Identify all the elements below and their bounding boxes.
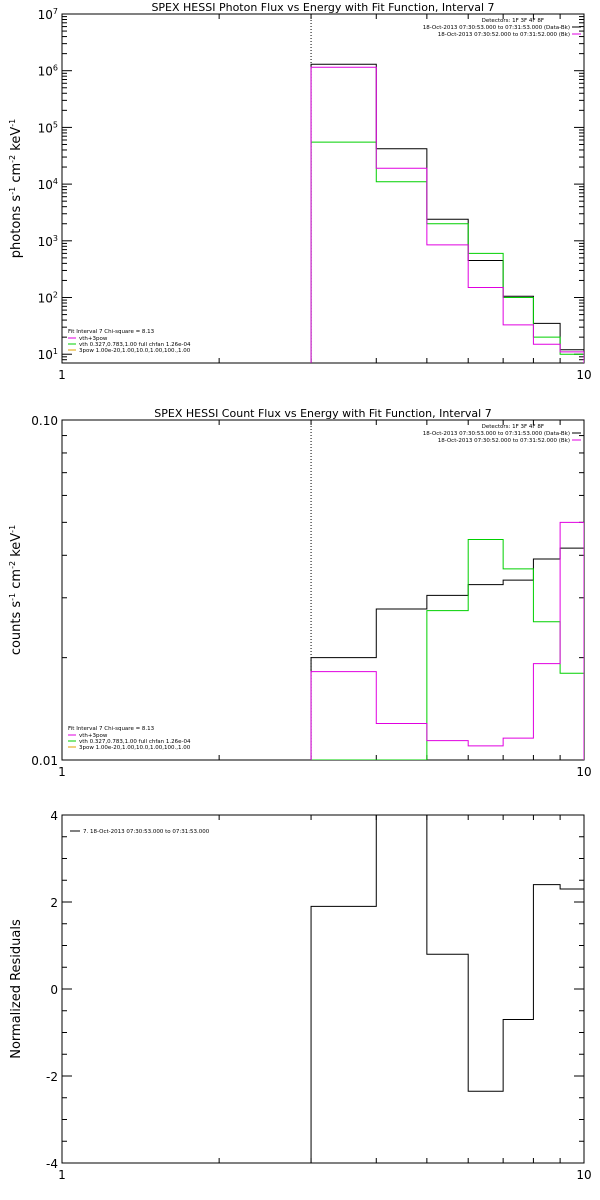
series-line-black [310,547,584,760]
plot-frame [61,419,585,761]
legend-entry: 18-Oct-2013 07:30:53.000 to 07:31:53.000… [423,25,570,31]
chart-title: SPEX HESSI Count Flux vs Energy with Fit… [154,407,491,420]
x-tick-label: 1 [58,1168,66,1182]
y-tick-label: 101​ [38,347,58,362]
y-tick-label: -4 [46,1157,58,1171]
y-tick-label: 102​ [38,291,58,306]
legend-entry: 7. 18-Oct-2013 07:30:53.000 to 07:31:53.… [83,829,210,835]
legend-header: Detectors: 1F 3F 4F 8F [482,424,544,430]
series-line-magenta [310,66,584,363]
y-axis-label: counts s-1​ cm-2​ keV-1​ [8,525,24,655]
y-tick-label: 0.01 [31,754,58,768]
x-tick-label: 10 [576,1168,591,1182]
legend-entry: vth 0.327,0.783,1.00 full chfan 1.26e-04 [79,342,191,348]
y-tick-label: 106​ [38,64,58,79]
legend-entry: 18-Oct-2013 07:30:52.000 to 07:31:52.000… [438,32,570,38]
series-line-magenta [310,521,584,760]
chart-title: SPEX HESSI Photon Flux vs Energy with Fi… [151,1,494,14]
y-axis-label: photons s-1​ cm-2​ keV-1​ [8,119,24,258]
x-tick-label: 1 [58,368,66,382]
series-line-green [311,539,584,760]
series-line-green [310,141,584,363]
series-line-black [310,63,584,363]
x-tick-label: 10 [576,765,591,779]
x-tick-label: 10 [576,368,591,382]
y-tick-label: 105​ [38,120,58,135]
y-tick-label: 4 [50,809,58,823]
plot-frame [61,13,585,364]
legend-header: Fit Interval 7 Chi-square = 8.13 [68,726,155,732]
legend-entry: vth 0.327,0.783,1.00 full chfan 1.26e-04 [79,739,191,745]
y-tick-label: 2 [50,896,58,910]
y-tick-label: -2 [46,1070,58,1084]
y-tick-label: 104​ [38,177,58,192]
y-tick-label: 107​ [38,7,58,22]
y-tick-label: 0.10 [31,414,58,428]
x-tick-label: 1 [58,765,66,779]
legend-entry: vth+3pow [79,733,108,739]
series-line-black [310,815,584,1163]
plot-frame [61,814,585,1164]
legend-entry: vth+3pow [79,336,108,342]
y-tick-label: 0 [50,983,58,997]
legend-entry: 3pow 1.00e-20,1.00,10.0,1.00,100.,1.00 [79,348,191,354]
legend-entry: 18-Oct-2013 07:30:52.000 to 07:31:52.000… [438,438,570,444]
legend-header: Fit Interval 7 Chi-square = 8.13 [68,329,155,335]
y-tick-label: 103​ [38,234,58,249]
y-axis-label: Normalized Residuals [9,919,24,1059]
legend-header: Detectors: 1F 3F 4F 8F [482,18,544,24]
legend-entry: 3pow 1.00e-20,1.00,10.0,1.00,100.,1.00 [79,745,191,751]
legend-entry: 18-Oct-2013 07:30:53.000 to 07:31:53.000… [423,431,570,437]
